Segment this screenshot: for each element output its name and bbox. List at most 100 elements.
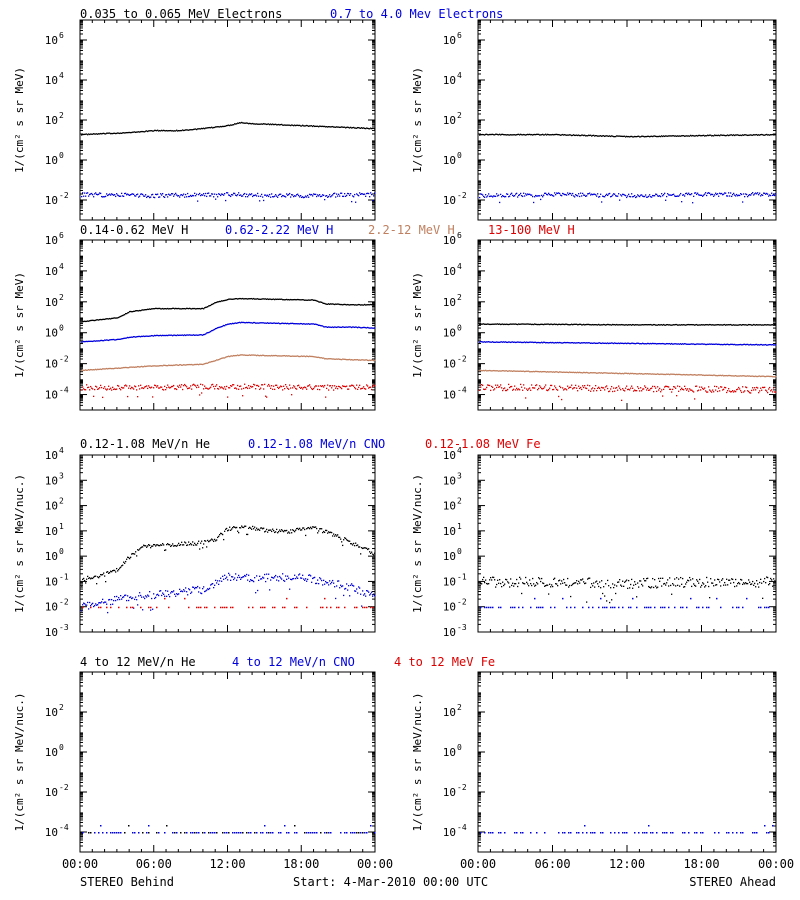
data-point	[278, 123, 280, 126]
data-point	[137, 365, 139, 368]
data-point	[526, 323, 528, 325]
data-point	[728, 134, 730, 137]
data-point	[198, 386, 200, 388]
data-point	[342, 126, 344, 128]
data-point	[218, 388, 220, 390]
data-point	[350, 126, 352, 129]
data-point	[548, 134, 550, 136]
data-point	[124, 562, 126, 564]
data-point	[186, 307, 188, 310]
data-point	[526, 194, 528, 196]
data-point	[365, 304, 367, 306]
data-point	[578, 385, 580, 387]
plot-frame	[79, 239, 376, 411]
data-point	[209, 305, 211, 307]
data-point	[647, 196, 649, 198]
data-point	[336, 535, 338, 537]
data-point	[635, 196, 637, 199]
data-point	[223, 299, 225, 302]
data-point	[349, 385, 351, 387]
data-point	[695, 192, 697, 194]
data-point	[237, 354, 239, 356]
data-point	[122, 314, 124, 317]
data-point	[678, 343, 680, 345]
data-point	[227, 396, 229, 398]
data-point	[304, 323, 306, 325]
data-point	[587, 372, 589, 374]
data-point	[703, 374, 705, 376]
data-point	[669, 324, 671, 326]
data-point	[347, 192, 349, 195]
data-point	[530, 323, 532, 325]
data-point	[755, 375, 757, 377]
data-point	[564, 323, 566, 326]
data-point	[729, 195, 731, 197]
data-point	[677, 343, 679, 345]
data-point	[538, 387, 540, 390]
data-point	[532, 323, 534, 326]
data-point	[271, 354, 273, 357]
data-point	[725, 374, 727, 377]
data-point	[185, 193, 187, 196]
data-point	[698, 374, 700, 376]
data-point	[246, 533, 248, 536]
y-tick-label: 10	[45, 327, 58, 340]
data-point	[151, 130, 153, 132]
data-point	[92, 340, 94, 343]
data-point	[265, 123, 267, 125]
data-point	[291, 355, 293, 357]
data-point	[151, 194, 153, 196]
data-point	[140, 366, 142, 368]
data-point	[700, 324, 702, 326]
data-point	[656, 324, 658, 326]
data-point	[92, 388, 94, 390]
data-point	[525, 370, 527, 373]
data-point	[238, 321, 240, 324]
data-point	[288, 298, 290, 301]
data-point	[607, 323, 609, 326]
data-point	[163, 364, 165, 366]
data-point	[526, 388, 528, 390]
data-point	[295, 323, 297, 325]
data-point	[632, 136, 634, 138]
data-point	[133, 336, 135, 338]
data-point	[202, 194, 204, 196]
data-point	[368, 304, 370, 306]
data-point	[268, 383, 270, 386]
data-point	[661, 324, 663, 326]
data-point	[203, 193, 205, 195]
data-point	[355, 201, 357, 203]
data-point	[657, 373, 659, 375]
data-point	[646, 373, 648, 375]
data-point	[269, 193, 271, 196]
data-point	[609, 390, 611, 392]
data-point	[329, 194, 331, 196]
data-point	[479, 370, 481, 372]
data-point	[657, 324, 659, 326]
data-point	[175, 364, 177, 366]
data-point	[637, 386, 639, 388]
data-point	[690, 134, 692, 137]
data-point	[293, 529, 295, 532]
data-point	[273, 322, 275, 324]
data-point	[115, 317, 117, 319]
data-point	[169, 334, 171, 336]
data-point	[675, 387, 677, 389]
data-point	[500, 341, 502, 343]
data-point	[699, 343, 701, 345]
data-point	[674, 324, 676, 326]
data-point	[697, 374, 699, 376]
data-point	[104, 196, 106, 198]
data-point	[676, 373, 678, 376]
data-point	[726, 324, 728, 326]
data-point	[205, 192, 207, 195]
data-point	[698, 343, 700, 345]
data-point	[282, 322, 284, 324]
data-point	[685, 324, 687, 326]
data-point	[609, 324, 611, 326]
data-point	[579, 387, 581, 390]
data-point	[565, 388, 567, 390]
data-point	[706, 194, 708, 197]
data-point	[132, 310, 134, 313]
data-point	[259, 529, 261, 531]
